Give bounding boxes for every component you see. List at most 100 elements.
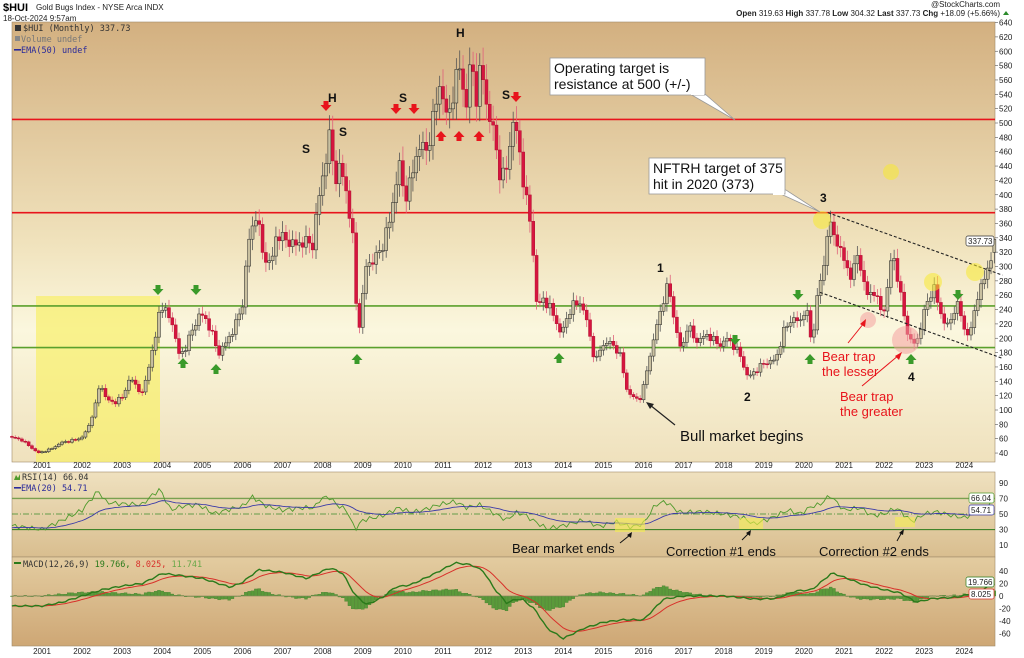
candle — [56, 443, 61, 447]
candle — [645, 370, 649, 385]
price-tick-label: 40 — [999, 449, 1008, 458]
candle — [661, 303, 666, 312]
candle — [247, 238, 251, 267]
macd-histogram-bar — [438, 590, 442, 597]
macd-histogram-bar — [862, 595, 866, 600]
candle — [544, 297, 549, 309]
highlight-circle — [883, 164, 899, 180]
candle — [434, 103, 439, 112]
highlight-circle — [813, 211, 831, 229]
macd-histogram-bar — [110, 592, 114, 597]
candle — [975, 299, 980, 311]
red-up-arrow-icon — [435, 131, 447, 141]
candle — [548, 303, 552, 309]
candle — [284, 232, 288, 241]
pattern-label-head: H — [328, 91, 337, 105]
candle — [454, 69, 459, 104]
candle — [180, 351, 185, 354]
candle — [972, 310, 977, 328]
macd-histogram-bar — [498, 595, 502, 610]
candle — [745, 367, 749, 376]
candle — [314, 214, 318, 251]
macd-histogram-bar — [611, 592, 616, 597]
macd-histogram-bar — [163, 592, 168, 597]
macd-histogram-bar — [494, 595, 499, 610]
candle — [718, 343, 723, 347]
price-badge: 337.73 — [965, 235, 995, 247]
candle — [858, 255, 863, 271]
candle — [554, 315, 559, 324]
price-tick-label: 460 — [999, 148, 1013, 157]
macd-histogram-bar — [444, 588, 448, 597]
macd-histogram-bar — [424, 590, 428, 597]
candle — [675, 316, 679, 333]
year-tick-label: 2019 — [755, 647, 773, 656]
macd-histogram-bar — [414, 591, 418, 597]
green-up-arrow-icon — [905, 354, 917, 364]
macd-histogram-bar — [160, 590, 164, 597]
candle — [792, 317, 796, 323]
candle — [488, 103, 492, 122]
macd-histogram-bar — [341, 595, 345, 598]
macd-histogram-bar — [895, 595, 900, 599]
candle — [524, 186, 529, 196]
arrow-head-icon — [646, 402, 654, 409]
macd-histogram-bar — [675, 589, 679, 597]
year-tick-label: 2004 — [153, 461, 171, 470]
macd-histogram-bar — [324, 592, 328, 597]
candle — [812, 329, 816, 338]
macd-histogram-bar — [548, 595, 552, 611]
candle — [170, 317, 175, 326]
red-up-arrow-icon — [453, 131, 465, 141]
macd-histogram-bar — [117, 593, 121, 597]
year-tick-label: 2003 — [113, 647, 131, 656]
green-up-arrow-icon — [177, 358, 189, 368]
candle — [117, 397, 121, 405]
macd-histogram-bar — [591, 593, 596, 597]
price-tick-label: 220 — [999, 320, 1013, 329]
candle — [758, 363, 763, 373]
rsi-tick-label: 30 — [999, 526, 1008, 535]
candle — [808, 310, 813, 338]
price-tick-label: 640 — [999, 19, 1013, 28]
candle — [752, 371, 756, 376]
price-tick-label: 60 — [999, 435, 1008, 444]
candle — [738, 346, 743, 357]
candle — [167, 307, 171, 319]
bull-market-label: Bull market begins — [680, 428, 803, 445]
candle — [748, 374, 753, 377]
macd-histogram-bar — [401, 590, 405, 597]
candle — [584, 309, 589, 321]
candle — [264, 252, 268, 263]
candle — [671, 296, 676, 318]
low-value: 304.32 — [851, 9, 876, 18]
green-down-arrow-icon — [952, 290, 964, 300]
year-tick-label: 2006 — [234, 647, 252, 656]
price-tick-label: 560 — [999, 76, 1013, 85]
macd-histogram-bar — [63, 594, 68, 597]
red-down-arrow-icon — [320, 101, 332, 111]
rsi-note-bear-market: Bear market ends — [512, 532, 632, 556]
macd-legend-value: 19.766, — [95, 560, 131, 570]
macd-histogram-bar — [605, 593, 609, 597]
candle — [80, 436, 84, 440]
green-down-arrow-icon — [729, 335, 741, 345]
price-tick-label: 380 — [999, 205, 1013, 214]
callout-line-1: Operating target is — [554, 60, 669, 76]
candle — [274, 236, 278, 257]
candle — [474, 71, 479, 107]
rsi-ema-legend-icon — [14, 487, 21, 489]
macd-histogram-bar — [300, 595, 305, 599]
candle — [959, 301, 963, 317]
rsi-highlight — [895, 517, 915, 527]
price-tick-label: 520 — [999, 105, 1013, 114]
year-tick-label: 2005 — [194, 461, 212, 470]
candle — [83, 431, 88, 438]
wave-label-2: 2 — [744, 390, 751, 404]
candle — [665, 283, 669, 304]
candle — [33, 448, 38, 452]
candle — [925, 301, 930, 310]
macd-histogram-bar — [344, 595, 348, 602]
candle — [317, 195, 322, 215]
